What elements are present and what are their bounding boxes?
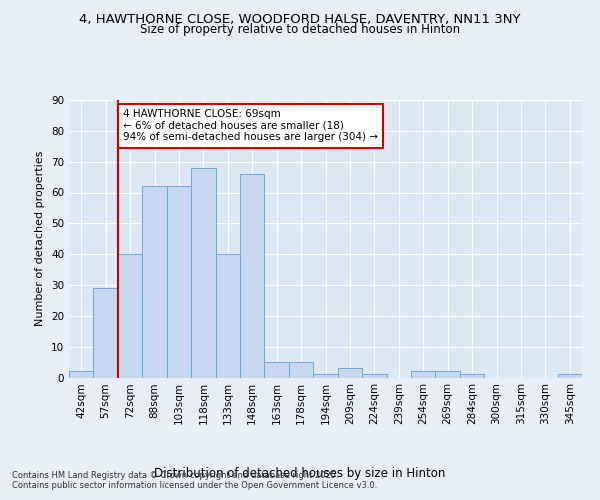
Bar — [460, 374, 484, 378]
Bar — [557, 374, 582, 378]
Y-axis label: Number of detached properties: Number of detached properties — [35, 151, 46, 326]
Bar — [338, 368, 362, 378]
Bar — [94, 288, 118, 378]
Text: Distribution of detached houses by size in Hinton: Distribution of detached houses by size … — [154, 468, 446, 480]
Bar — [289, 362, 313, 378]
Bar — [265, 362, 289, 378]
Bar — [362, 374, 386, 378]
Bar — [411, 372, 436, 378]
Bar — [69, 372, 94, 378]
Text: Size of property relative to detached houses in Hinton: Size of property relative to detached ho… — [140, 24, 460, 36]
Bar — [167, 186, 191, 378]
Bar — [142, 186, 167, 378]
Text: 4 HAWTHORNE CLOSE: 69sqm
← 6% of detached houses are smaller (18)
94% of semi-de: 4 HAWTHORNE CLOSE: 69sqm ← 6% of detache… — [123, 110, 378, 142]
Bar — [313, 374, 338, 378]
Bar — [215, 254, 240, 378]
Bar — [436, 372, 460, 378]
Bar — [191, 168, 215, 378]
Bar — [240, 174, 265, 378]
Text: Contains HM Land Registry data © Crown copyright and database right 2025.
Contai: Contains HM Land Registry data © Crown c… — [12, 470, 377, 490]
Text: 4, HAWTHORNE CLOSE, WOODFORD HALSE, DAVENTRY, NN11 3NY: 4, HAWTHORNE CLOSE, WOODFORD HALSE, DAVE… — [79, 12, 521, 26]
Bar — [118, 254, 142, 378]
